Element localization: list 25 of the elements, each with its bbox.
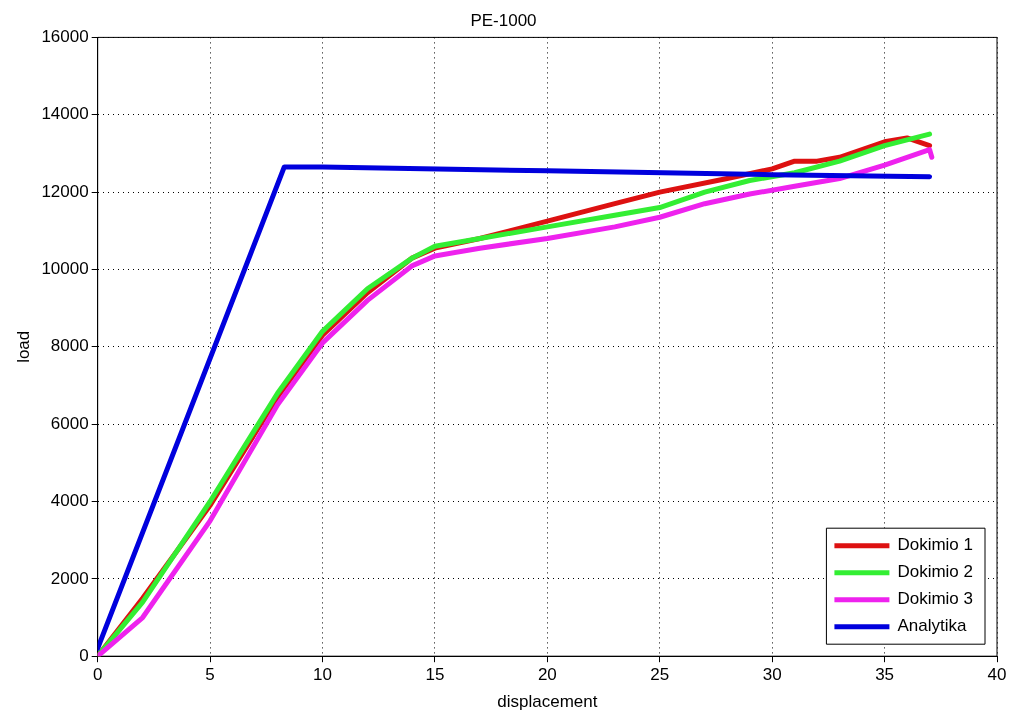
y-tick-label: 0 [79,645,89,665]
legend-label: Analytika [897,616,967,636]
y-tick-label: 16000 [41,27,89,47]
chart-title: PE-1000 [470,10,537,30]
y-tick-label: 10000 [41,259,89,279]
y-tick-label: 12000 [41,181,89,201]
x-tick-label: 25 [650,665,670,685]
legend-label: Dokimio 3 [897,589,974,609]
x-tick-label: 15 [425,665,445,685]
y-tick-label: 8000 [50,336,89,356]
x-axis-title: displacement [497,692,598,712]
y-tick-label: 14000 [41,104,89,124]
y-axis-title: load [13,330,33,363]
legend-label: Dokimio 1 [897,535,974,555]
x-tick-label: 20 [537,665,557,685]
x-tick-label: 10 [313,665,332,685]
legend-label: Dokimio 2 [897,562,974,582]
x-tick-label: 35 [875,665,895,685]
y-tick-label: 6000 [50,413,89,433]
x-tick-label: 5 [205,665,215,685]
y-tick-label: 2000 [50,568,89,588]
x-tick-label: 40 [987,665,1007,685]
x-tick-label: 0 [92,665,103,685]
y-tick-label: 4000 [50,491,89,511]
x-tick-label: 30 [762,665,782,685]
